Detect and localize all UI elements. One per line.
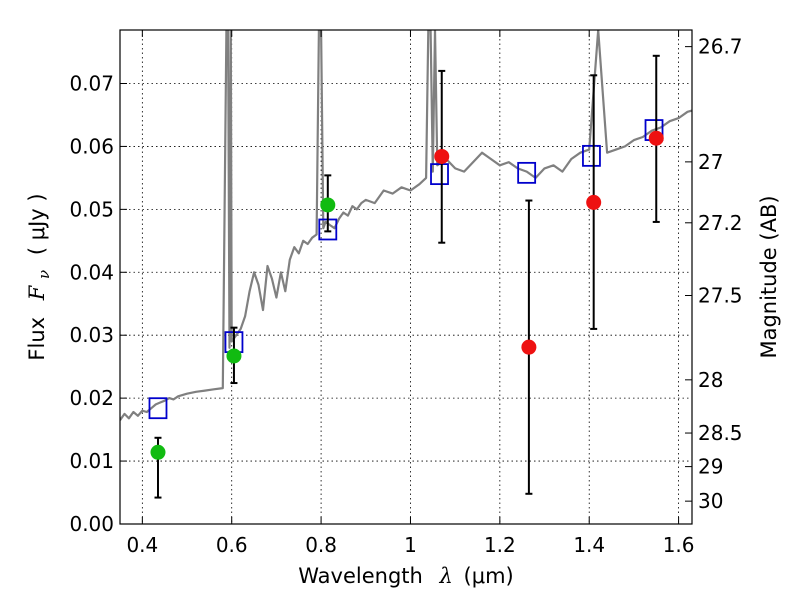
y-tick-label: 0.01 (69, 449, 114, 473)
y-axis-label: Flux F ν ( μJy ) (25, 193, 54, 360)
x-axis-label-symbol: λ (439, 564, 453, 588)
y2-tick-label: 26.7 (698, 35, 743, 59)
plot-frame (119, 29, 693, 525)
series-layer (120, 30, 692, 421)
model-point (148, 397, 168, 420)
measured-point (521, 339, 537, 355)
y2-tick-label: 28 (698, 368, 723, 392)
measured-point (586, 194, 602, 210)
x-tick-label: 0.4 (126, 533, 158, 557)
tick-layer: 0.4 0.6 0.8 1 1.2 1.4 1.6 0.00 0.01 0.02 0.03 0.04 0… (69, 30, 743, 557)
y2-axis-label: Magnitude (AB) (757, 195, 781, 358)
x-tick-label: 0.6 (216, 533, 248, 557)
x-tick-label: 1.6 (663, 533, 695, 557)
x-tick-label: 1.2 (484, 533, 516, 557)
y-tick-label: 0.05 (69, 197, 114, 221)
y-axis-label-unit: ( μJy ) (25, 193, 49, 255)
model-point (582, 144, 601, 167)
y-axis-label-symbol: F (25, 284, 49, 301)
y-axis-label-text: Flux (25, 317, 49, 361)
detected-point (320, 197, 336, 213)
y2-tick-label: 29 (698, 455, 723, 479)
detected-point (226, 348, 242, 364)
x-tick-label: 1.4 (573, 533, 605, 557)
x-tick-label: 1 (404, 533, 417, 557)
model-point (517, 161, 537, 184)
y-tick-label: 0.07 (69, 71, 114, 95)
y2-tick-label: 27.5 (698, 284, 743, 308)
plot-area (120, 30, 692, 524)
y-axis-label-sub: ν (35, 270, 53, 279)
marker-layer (148, 54, 664, 499)
y-tick-label: 0.00 (69, 512, 114, 536)
y2-tick-label: 27.2 (698, 211, 743, 235)
model-point (430, 163, 449, 186)
measured-point (434, 148, 450, 164)
measured-point (648, 130, 664, 146)
y2-tick-label: 28.5 (698, 421, 743, 445)
y2-tick-label: 27 (698, 150, 723, 174)
x-tick-label: 0.8 (305, 533, 337, 557)
x-axis-label-text: Wavelength (298, 564, 423, 588)
y-tick-label: 0.03 (69, 323, 114, 347)
y2-tick-label: 30 (698, 489, 723, 513)
y-tick-label: 0.02 (69, 386, 114, 410)
y-tick-label: 0.04 (69, 260, 114, 284)
y-tick-label: 0.06 (69, 134, 114, 158)
detected-point (150, 444, 166, 460)
x-axis-label: Wavelength λ (μm) (298, 564, 513, 588)
x-axis-label-unit: (μm) (464, 564, 514, 588)
template-spectrum-line (120, 30, 692, 421)
